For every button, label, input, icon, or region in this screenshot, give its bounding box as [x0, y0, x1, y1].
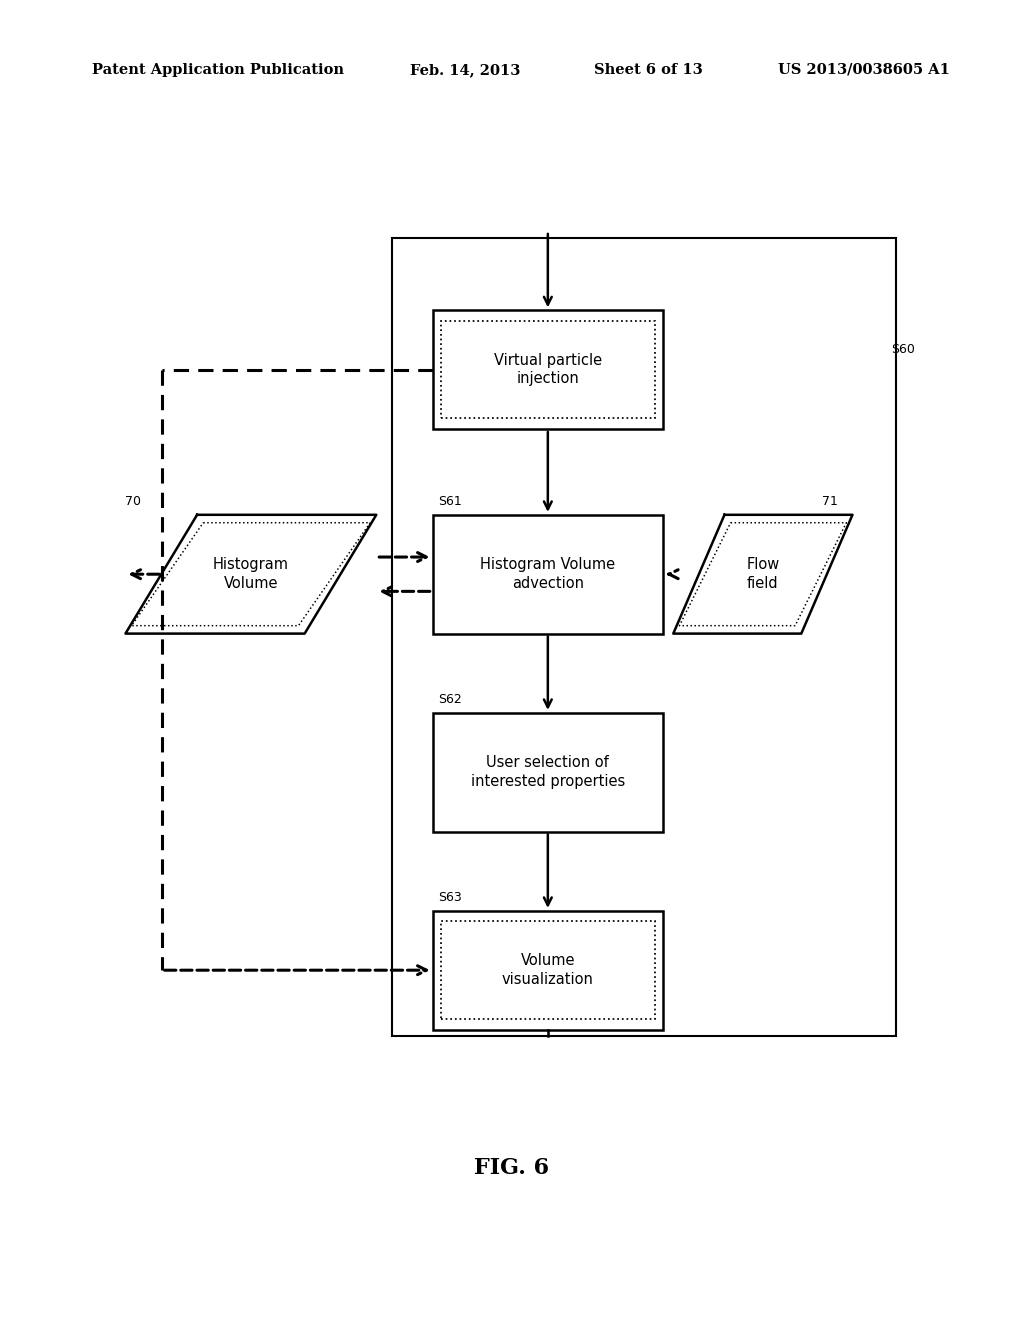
Text: US 2013/0038605 A1: US 2013/0038605 A1 [778, 63, 950, 77]
Text: S61: S61 [438, 495, 462, 508]
Bar [441, 921, 655, 1019]
Text: Sheet 6 of 13: Sheet 6 of 13 [594, 63, 702, 77]
Text: Volume
visualization: Volume visualization [502, 953, 594, 987]
Bar [433, 713, 664, 832]
Bar [392, 238, 896, 1036]
Text: 71: 71 [821, 495, 838, 508]
Text: S60: S60 [891, 343, 914, 356]
Text: Histogram
Volume: Histogram Volume [213, 557, 289, 591]
Text: Feb. 14, 2013: Feb. 14, 2013 [410, 63, 520, 77]
Bar [433, 911, 664, 1030]
Text: Flow
field: Flow field [746, 557, 779, 591]
Text: 70: 70 [125, 495, 141, 508]
Text: FIG. 6: FIG. 6 [474, 1158, 550, 1179]
Text: S63: S63 [438, 891, 462, 904]
Text: S62: S62 [438, 693, 462, 706]
Bar [433, 310, 664, 429]
Bar [441, 321, 655, 418]
Text: Histogram Volume
advection: Histogram Volume advection [480, 557, 615, 591]
Text: Patent Application Publication: Patent Application Publication [92, 63, 344, 77]
Text: User selection of
interested properties: User selection of interested properties [471, 755, 625, 789]
Text: Virtual particle
injection: Virtual particle injection [494, 352, 602, 387]
Bar [433, 515, 664, 634]
